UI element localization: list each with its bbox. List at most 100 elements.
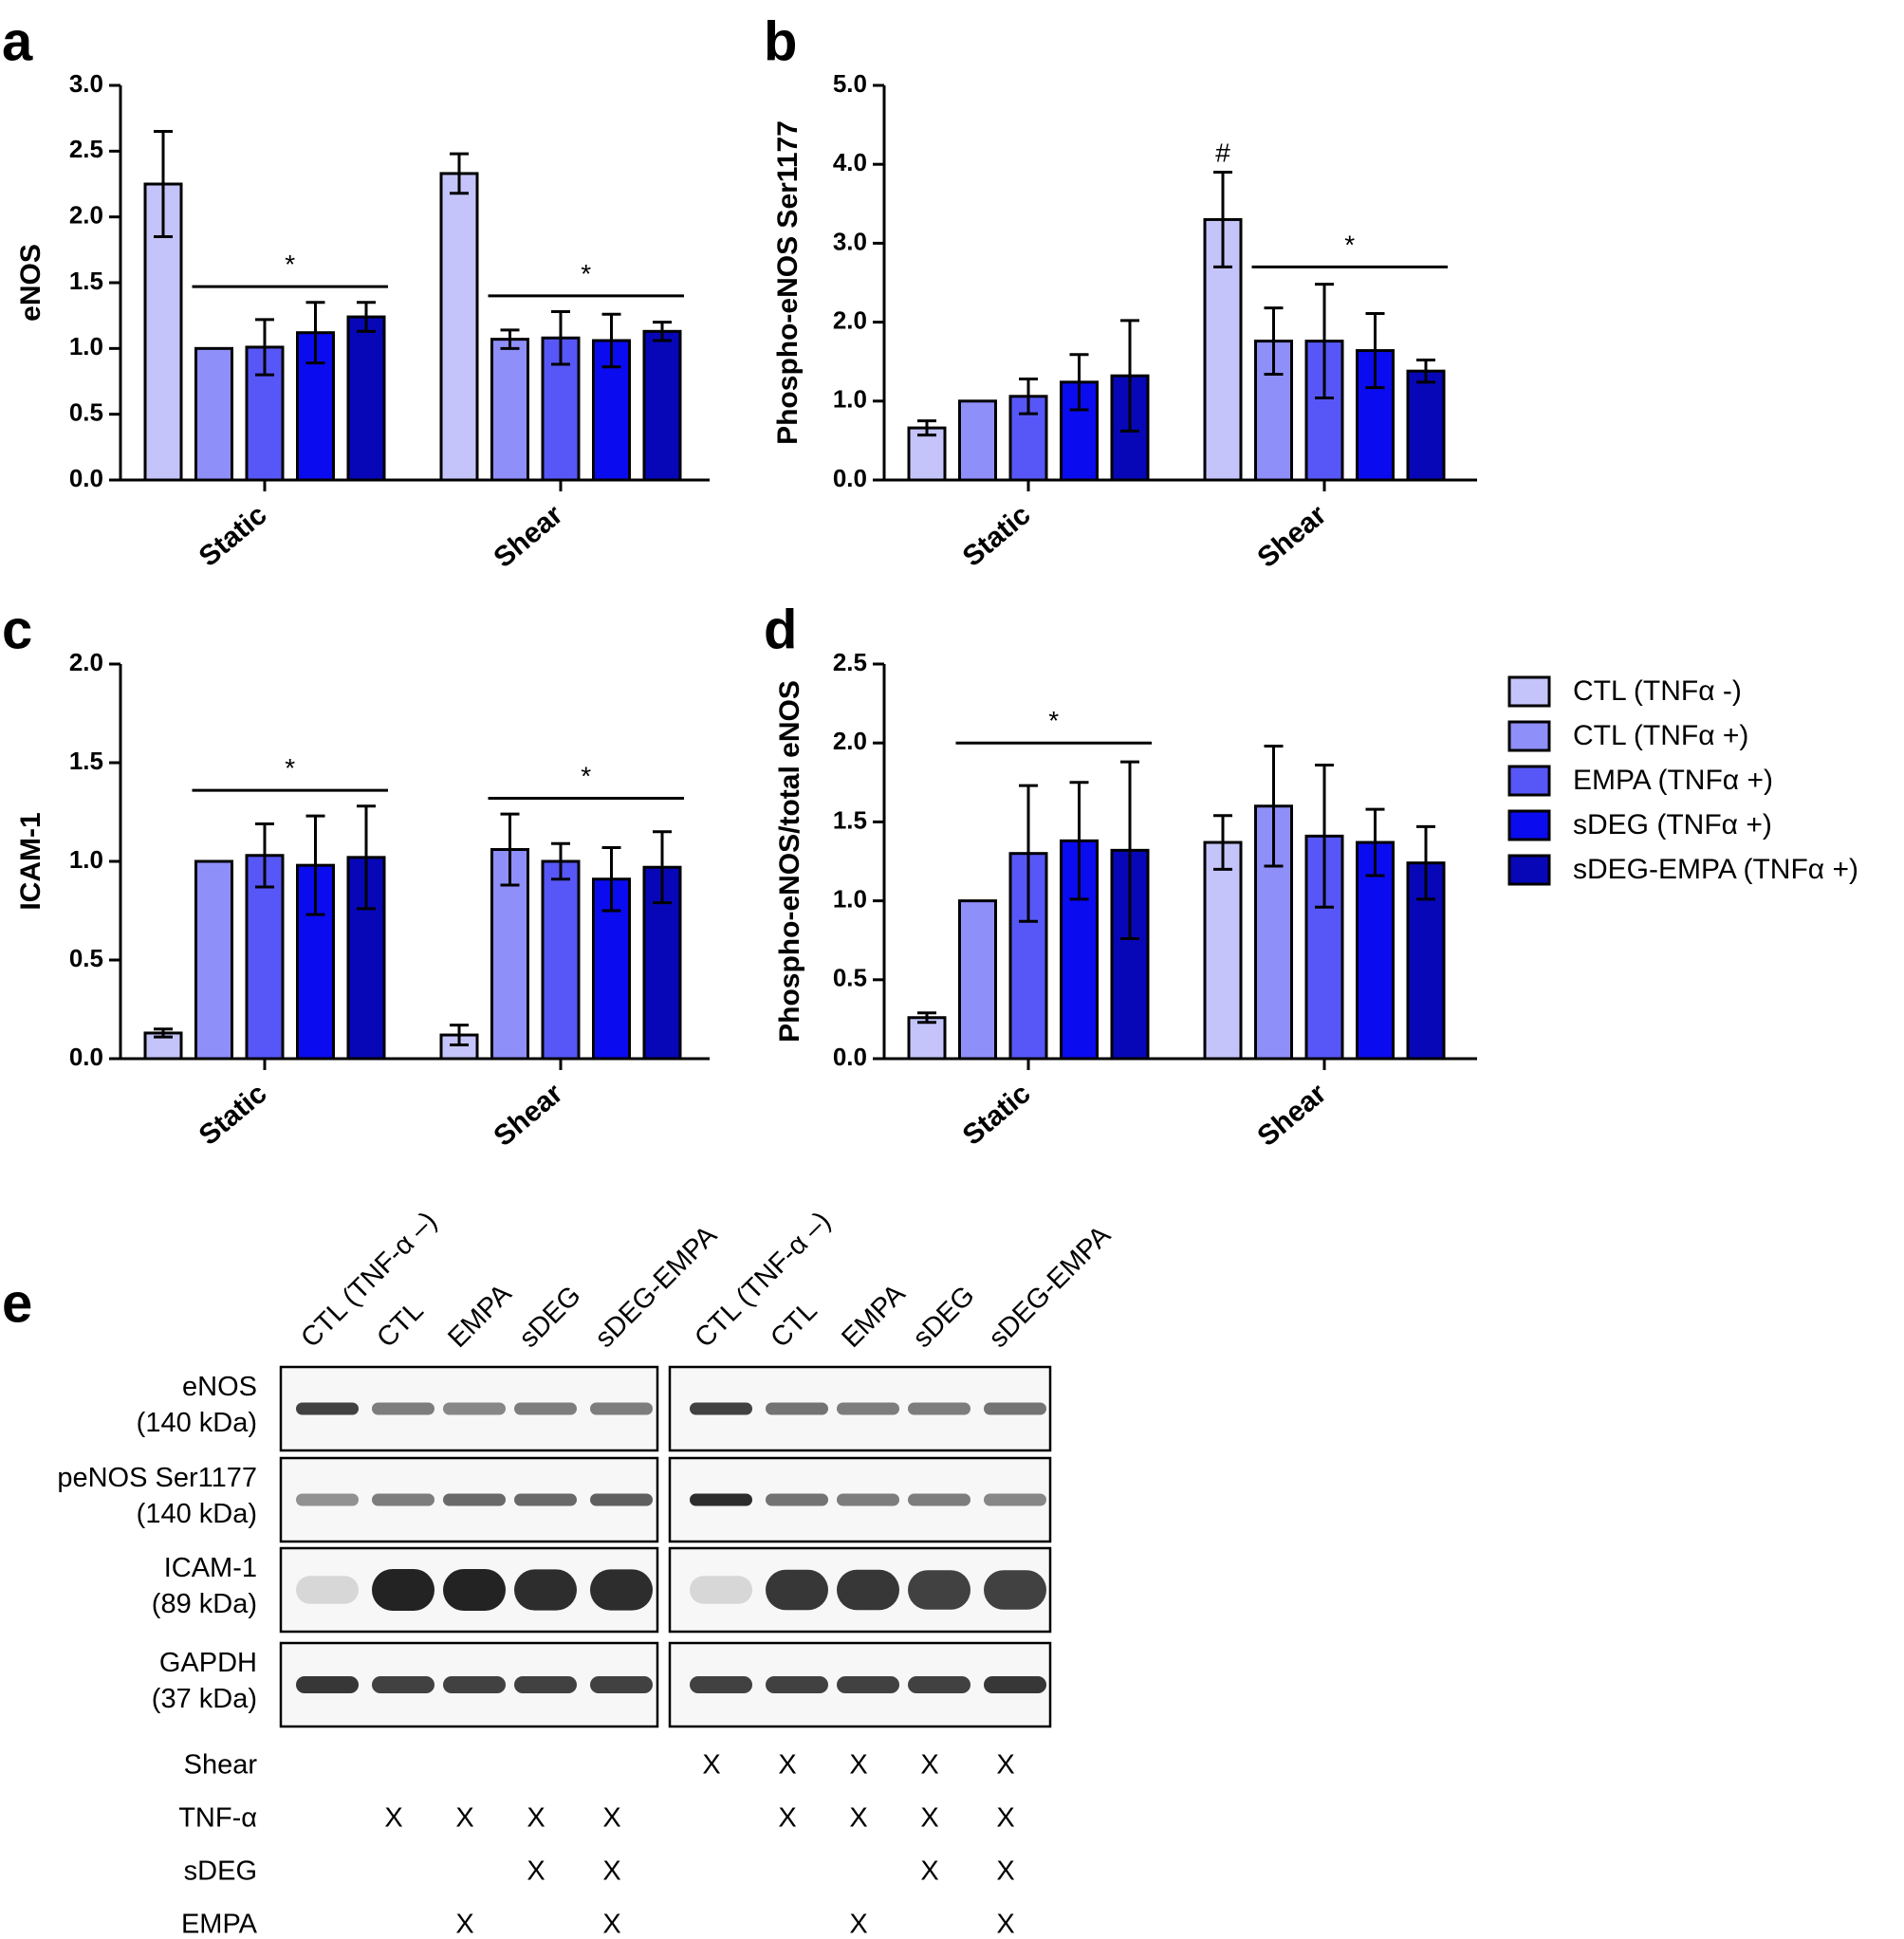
y-tick-label: 1.0	[69, 332, 103, 360]
significance-marker: *	[1048, 706, 1059, 735]
blot-band	[984, 1676, 1046, 1693]
y-tick-label: 0.5	[833, 964, 867, 992]
blot-band	[984, 1402, 1046, 1415]
y-tick-label: 0.0	[69, 464, 103, 492]
y-tick-label: 1.0	[833, 385, 867, 414]
y-tick-label: 1.0	[69, 845, 103, 874]
x-category-label: Shear	[488, 499, 568, 574]
blot-row-label: ICAM-1	[164, 1553, 257, 1583]
legend-swatch	[1507, 809, 1551, 841]
blot-band	[443, 1676, 506, 1693]
y-tick-label: 0.0	[69, 1043, 103, 1071]
blot-band	[690, 1676, 752, 1693]
blot-row-mw: (37 kDa)	[152, 1684, 257, 1714]
y-axis-label: eNOS	[15, 244, 46, 322]
x-category-label: Shear	[1251, 1078, 1332, 1153]
bar	[958, 899, 997, 1061]
blot-band	[690, 1493, 752, 1506]
y-tick-label: 1.5	[69, 747, 103, 775]
bar	[907, 1016, 947, 1061]
blot-band	[984, 1570, 1046, 1610]
y-axis-label: Phospho-eNOS/total eNOS	[774, 680, 805, 1043]
blot-band	[514, 1569, 577, 1611]
bar	[194, 859, 233, 1061]
bar	[1356, 840, 1395, 1061]
condition-mark: X	[849, 1750, 867, 1781]
panel-letter: a	[2, 10, 33, 72]
blot-band	[590, 1569, 653, 1611]
condition-mark: X	[849, 1910, 867, 1939]
y-tick-label: 4.0	[833, 148, 867, 176]
condition-mark: X	[384, 1803, 402, 1834]
condition-mark: X	[849, 1803, 867, 1834]
legend-swatch	[1507, 720, 1551, 752]
lane-label: CTL (TNF-α –)	[295, 1206, 443, 1354]
y-tick-label: 5.0	[833, 69, 867, 98]
blot-band	[908, 1676, 970, 1693]
panel-a-chart: a eNOS 0.0 0.5 1.0 1.5 2.0 2.5 3.0 Static Shear * *	[2, 10, 710, 574]
blot-band	[296, 1576, 359, 1604]
y-tick-label: 2.0	[69, 201, 103, 230]
blot-band	[908, 1402, 970, 1415]
legend-swatch	[1507, 854, 1551, 886]
blot-band	[908, 1570, 970, 1610]
panel-letter: d	[764, 599, 797, 660]
blot-band	[837, 1676, 899, 1693]
y-tick-label: 0.5	[69, 398, 103, 427]
blot-band	[443, 1569, 506, 1611]
blot-band	[514, 1676, 577, 1693]
condition-mark: X	[527, 1803, 545, 1834]
lane-label: EMPA	[442, 1278, 518, 1354]
condition-mark: X	[996, 1750, 1014, 1781]
legend-entry: sDEG (TNFα +)	[1573, 809, 1772, 840]
x-category-label: Shear	[488, 1078, 568, 1153]
blot-band	[443, 1493, 506, 1506]
condition-label: sDEG	[184, 1856, 257, 1887]
blot-band	[766, 1493, 828, 1506]
y-tick-label: 1.5	[833, 805, 867, 834]
bar	[490, 338, 529, 482]
blot-band	[837, 1569, 899, 1611]
condition-label: TNF-α	[178, 1803, 257, 1834]
legend: CTL (TNFα -) CTL (TNFα +) EMPA (TNFα +) sDE…	[1507, 675, 1858, 886]
blot-row-mw: (140 kDa)	[137, 1499, 257, 1529]
significance-marker: *	[285, 249, 295, 279]
blot-band	[837, 1493, 899, 1506]
blot-band	[766, 1676, 828, 1693]
blot-row-mw: (140 kDa)	[137, 1408, 257, 1438]
significance-marker: *	[1344, 230, 1355, 259]
blot-band	[372, 1493, 434, 1506]
lane-label: sDEG	[513, 1281, 586, 1354]
legend-swatch	[1507, 765, 1551, 797]
y-tick-label: 1.0	[833, 884, 867, 913]
bar	[907, 426, 947, 482]
blot-band	[690, 1402, 752, 1415]
bar	[642, 329, 682, 482]
blot-band	[372, 1402, 434, 1415]
legend-entry: EMPA (TNFα +)	[1573, 765, 1773, 796]
bar	[1406, 861, 1446, 1061]
significance-marker: *	[581, 761, 591, 790]
blot-band	[296, 1402, 359, 1415]
lane-label: sDEG	[907, 1281, 980, 1354]
y-axis-label: ICAM-1	[15, 812, 46, 910]
y-tick-label: 0.0	[833, 1043, 867, 1071]
x-category-label: Static	[194, 499, 273, 573]
panel-letter: c	[2, 599, 32, 660]
bar	[1406, 369, 1446, 482]
bar	[541, 859, 581, 1061]
y-tick-label: 2.5	[833, 648, 867, 676]
panel-letter: b	[764, 10, 797, 72]
lane-label: EMPA	[836, 1278, 912, 1354]
blot-band	[296, 1676, 359, 1693]
condition-mark: X	[996, 1856, 1014, 1887]
blot-band	[590, 1676, 653, 1693]
blot-band	[443, 1402, 506, 1415]
y-tick-label: 0.0	[833, 464, 867, 492]
y-tick-label: 3.0	[69, 69, 103, 98]
condition-mark: X	[602, 1856, 620, 1887]
blot-band	[514, 1402, 577, 1415]
panel-b-chart: b Phospho-eNOS Ser1177 0.0 1.0 2.0 3.0 4.0 5.0 S…	[764, 10, 1477, 574]
blot-row-label: GAPDH	[159, 1648, 257, 1678]
